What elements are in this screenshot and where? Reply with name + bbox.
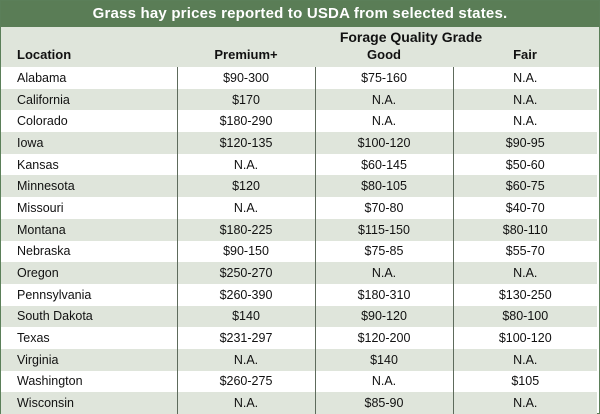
cell-location: Montana — [1, 218, 178, 241]
cell-location: Wisconsin — [1, 392, 178, 414]
table-row: Washington $260-275 N.A. $105 — [1, 370, 597, 393]
column-header-location: Location — [17, 47, 72, 62]
table-body: Alabama $90-300 $75-160 N.A. California $170 N… — [1, 67, 597, 414]
cell-good: $80-105 — [315, 175, 454, 198]
table-row: Pennsylvania $260-390 $180-310 $130-250 — [1, 283, 597, 306]
cell-fair: N.A. — [453, 88, 597, 111]
cell-fair: N.A. — [453, 67, 597, 89]
cell-location: Oregon — [1, 262, 178, 284]
table-row: Iowa $120-135 $100-120 $90-95 — [1, 132, 597, 154]
table-row: Colorado $180-290 N.A. N.A. — [1, 110, 597, 133]
cell-premium: $180-225 — [177, 218, 316, 241]
cell-fair: $130-250 — [453, 283, 597, 306]
cell-location: Nebraska — [1, 240, 178, 263]
table-row: Nebraska $90-150 $75-85 $55-70 — [1, 240, 597, 263]
cell-fair: $80-110 — [453, 218, 597, 241]
table-row: Wisconsin N.A. $85-90 N.A. — [1, 392, 597, 414]
cell-fair: N.A. — [453, 392, 597, 414]
cell-premium: N.A. — [177, 392, 316, 414]
cell-location: California — [1, 88, 178, 111]
table-row: Missouri N.A. $70-80 $40-70 — [1, 197, 597, 219]
cell-premium: $120-135 — [177, 132, 316, 154]
column-header-premium: Premium+ — [214, 47, 278, 62]
table-row: South Dakota $140 $90-120 $80-100 — [1, 305, 597, 328]
cell-good: $120-200 — [315, 327, 454, 349]
table-title: Grass hay prices reported to USDA from s… — [1, 1, 599, 27]
cell-location: Washington — [1, 370, 178, 393]
cell-fair: N.A. — [453, 262, 597, 284]
cell-premium: N.A. — [177, 197, 316, 219]
cell-good: $70-80 — [315, 197, 454, 219]
column-header-fair: Fair — [513, 47, 537, 62]
cell-good: $90-120 — [315, 305, 454, 328]
cell-premium: $231-297 — [177, 327, 316, 349]
cell-good: $75-160 — [315, 67, 454, 89]
table-row: California $170 N.A. N.A. — [1, 88, 597, 111]
cell-location: Kansas — [1, 153, 178, 176]
cell-fair: $105 — [453, 370, 597, 393]
cell-good: $75-85 — [315, 240, 454, 263]
cell-fair: $90-95 — [453, 132, 597, 154]
cell-premium: $260-390 — [177, 283, 316, 306]
cell-location: Virginia — [1, 348, 178, 371]
table-row: Oregon $250-270 N.A. N.A. — [1, 262, 597, 284]
cell-location: Colorado — [1, 110, 178, 133]
cell-location: Missouri — [1, 197, 178, 219]
cell-fair: $100-120 — [453, 327, 597, 349]
cell-location: South Dakota — [1, 305, 178, 328]
cell-good: $100-120 — [315, 132, 454, 154]
column-header-good: Good — [367, 47, 401, 62]
cell-good: N.A. — [315, 370, 454, 393]
cell-premium: N.A. — [177, 153, 316, 176]
table-row: Minnesota $120 $80-105 $60-75 — [1, 175, 597, 198]
cell-good: $115-150 — [315, 218, 454, 241]
cell-good: N.A. — [315, 88, 454, 111]
cell-location: Texas — [1, 327, 178, 349]
cell-premium: $250-270 — [177, 262, 316, 284]
cell-fair: $50-60 — [453, 153, 597, 176]
table-row: Texas $231-297 $120-200 $100-120 — [1, 327, 597, 349]
table-row: Virginia N.A. $140 N.A. — [1, 348, 597, 371]
cell-good: $140 — [315, 348, 454, 371]
table-row: Montana $180-225 $115-150 $80-110 — [1, 218, 597, 241]
cell-premium: $140 — [177, 305, 316, 328]
cell-location: Alabama — [1, 67, 178, 89]
price-table: Alabama $90-300 $75-160 N.A. California $170 N… — [1, 67, 597, 414]
cell-premium: $260-275 — [177, 370, 316, 393]
cell-premium: $120 — [177, 175, 316, 198]
cell-premium: N.A. — [177, 348, 316, 371]
cell-fair: $80-100 — [453, 305, 597, 328]
cell-premium: $180-290 — [177, 110, 316, 133]
cell-fair: $55-70 — [453, 240, 597, 263]
cell-premium: $90-300 — [177, 67, 316, 89]
cell-fair: $40-70 — [453, 197, 597, 219]
cell-good: N.A. — [315, 262, 454, 284]
cell-fair: N.A. — [453, 110, 597, 133]
table-row: Alabama $90-300 $75-160 N.A. — [1, 67, 597, 89]
cell-premium: $90-150 — [177, 240, 316, 263]
cell-location: Minnesota — [1, 175, 178, 198]
cell-location: Iowa — [1, 132, 178, 154]
cell-premium: $170 — [177, 88, 316, 111]
cell-good: N.A. — [315, 110, 454, 133]
table-header: Forage Quality Grade Location Premium+ G… — [1, 27, 599, 67]
cell-fair: N.A. — [453, 348, 597, 371]
cell-good: $85-90 — [315, 392, 454, 414]
cell-location: Pennsylvania — [1, 283, 178, 306]
cell-good: $60-145 — [315, 153, 454, 176]
grade-header: Forage Quality Grade — [339, 29, 483, 45]
cell-fair: $60-75 — [453, 175, 597, 198]
cell-good: $180-310 — [315, 283, 454, 306]
table-row: Kansas N.A. $60-145 $50-60 — [1, 153, 597, 176]
